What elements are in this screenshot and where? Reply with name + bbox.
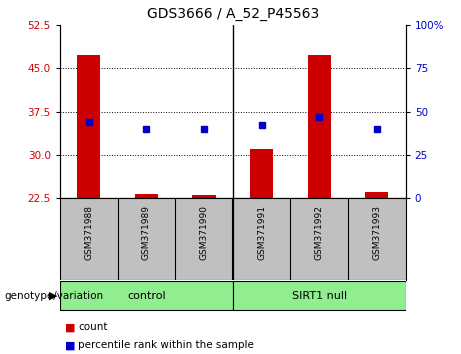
Bar bbox=[193, 195, 216, 198]
Text: GSM371989: GSM371989 bbox=[142, 205, 151, 260]
Text: GSM371993: GSM371993 bbox=[372, 205, 381, 260]
Text: SIRT1 null: SIRT1 null bbox=[292, 291, 347, 301]
Text: percentile rank within the sample: percentile rank within the sample bbox=[78, 340, 254, 350]
Text: genotype/variation: genotype/variation bbox=[5, 291, 104, 301]
Bar bbox=[308, 56, 331, 198]
Bar bbox=[77, 56, 100, 198]
Text: ■: ■ bbox=[65, 322, 75, 332]
Bar bbox=[135, 194, 158, 198]
Text: GSM371988: GSM371988 bbox=[84, 205, 93, 260]
FancyBboxPatch shape bbox=[233, 281, 406, 310]
Text: control: control bbox=[127, 291, 165, 301]
Bar bbox=[250, 149, 273, 198]
Text: GSM371990: GSM371990 bbox=[200, 205, 208, 260]
FancyBboxPatch shape bbox=[60, 281, 233, 310]
Text: count: count bbox=[78, 322, 108, 332]
Title: GDS3666 / A_52_P45563: GDS3666 / A_52_P45563 bbox=[147, 7, 319, 21]
Bar bbox=[365, 193, 388, 198]
Text: ■: ■ bbox=[65, 340, 75, 350]
Text: GSM371992: GSM371992 bbox=[315, 205, 324, 259]
Text: ▶: ▶ bbox=[49, 291, 57, 301]
Text: GSM371991: GSM371991 bbox=[257, 205, 266, 260]
